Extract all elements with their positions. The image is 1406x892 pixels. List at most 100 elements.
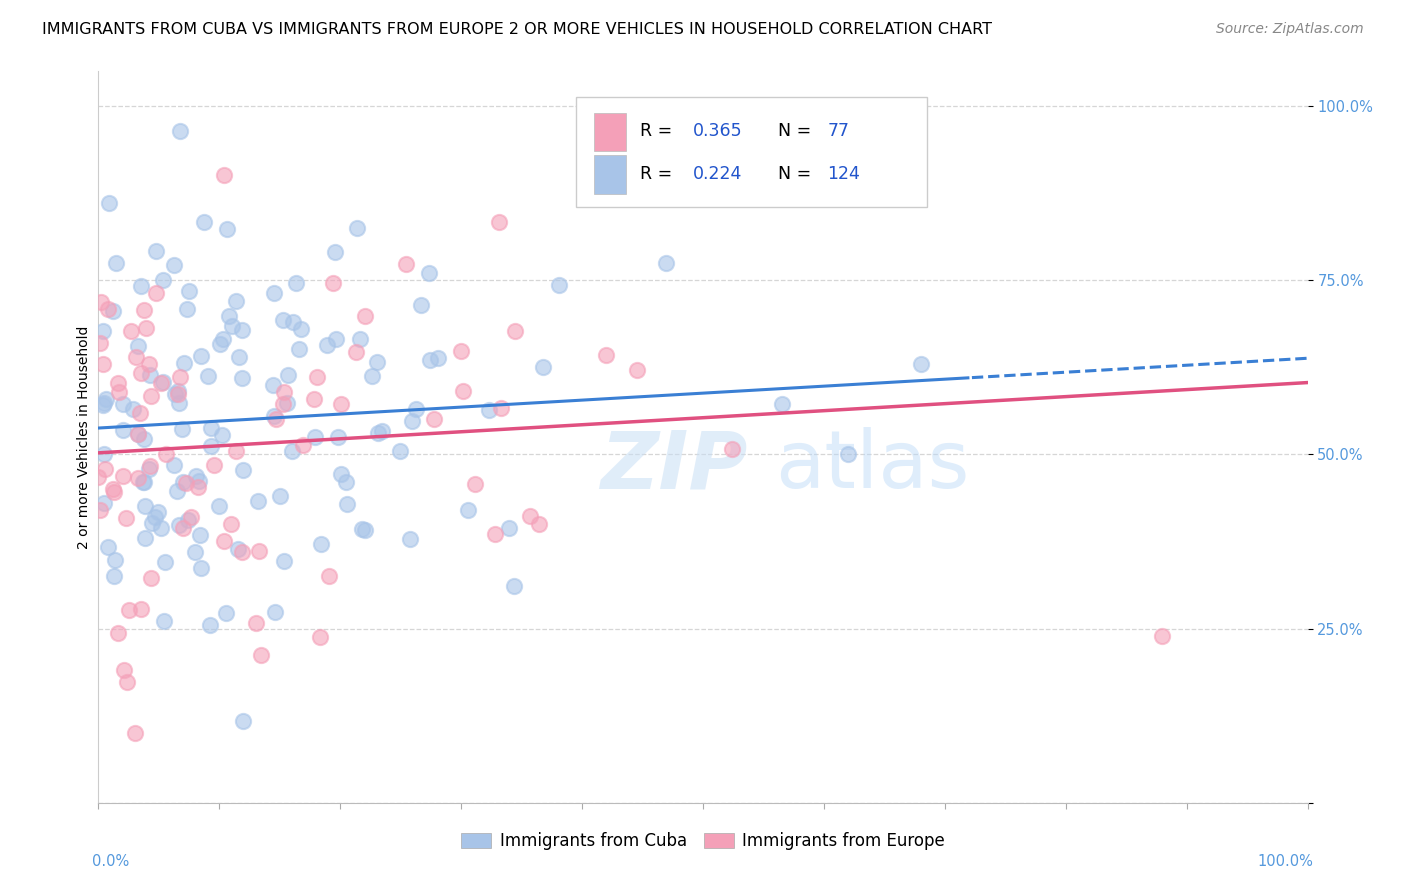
Point [108, 385, 131, 400]
Point [127, 471, 149, 485]
Point [165, 386, 187, 401]
Y-axis label: 2 or more Vehicles in Household: 2 or more Vehicles in Household [77, 326, 91, 549]
Point [721, 442, 744, 456]
Point [349, 332, 371, 346]
Point [262, 377, 284, 392]
Point [141, 516, 163, 530]
Point [104, 256, 127, 270]
Point [271, 397, 294, 411]
Point [304, 430, 326, 444]
Text: 0.365: 0.365 [693, 122, 742, 140]
Point [361, 369, 384, 384]
Point [127, 426, 149, 441]
Point [231, 371, 253, 385]
Point [131, 366, 153, 380]
Point [103, 569, 125, 583]
Point [277, 368, 299, 382]
Point [139, 388, 162, 402]
Point [170, 422, 193, 436]
Point [519, 508, 541, 523]
Point [134, 302, 156, 317]
Point [225, 294, 247, 309]
Point [94, 392, 117, 406]
Point [548, 277, 571, 292]
Point [401, 414, 423, 428]
Point [107, 625, 129, 640]
Point [103, 485, 125, 500]
Point [503, 579, 526, 593]
Point [169, 396, 191, 410]
Point [335, 475, 357, 490]
Point [288, 342, 311, 356]
Point [107, 376, 129, 391]
Point [221, 319, 243, 334]
Point [125, 350, 148, 364]
Point [212, 534, 235, 549]
Point [91, 324, 114, 338]
Text: 100.0%: 100.0% [1258, 854, 1313, 869]
Point [395, 257, 418, 271]
Point [129, 601, 152, 615]
Point [218, 309, 240, 323]
Point [276, 395, 298, 409]
Text: N =: N = [778, 165, 817, 183]
Point [97, 196, 120, 211]
Point [602, 113, 624, 128]
Point [97, 540, 120, 554]
Point [246, 493, 269, 508]
Point [190, 561, 212, 575]
Point [273, 554, 295, 568]
Point [316, 338, 339, 352]
Text: R =: R = [640, 165, 678, 183]
Point [211, 332, 233, 346]
Point [491, 401, 513, 415]
Point [655, 256, 678, 270]
Point [271, 313, 294, 327]
Point [128, 405, 150, 419]
Point [112, 397, 135, 411]
Text: 124: 124 [828, 165, 860, 183]
Point [484, 526, 506, 541]
Point [198, 618, 221, 632]
Point [153, 614, 176, 628]
Point [217, 222, 239, 236]
Point [93, 398, 115, 412]
Point [232, 462, 254, 476]
Point [264, 412, 287, 426]
FancyBboxPatch shape [595, 113, 626, 151]
Point [290, 322, 312, 336]
Point [169, 370, 191, 384]
Point [153, 556, 176, 570]
Point [263, 605, 285, 619]
Point [197, 369, 219, 384]
Point [352, 522, 374, 536]
Point [488, 215, 510, 229]
Point [138, 462, 160, 476]
Point [329, 467, 352, 481]
Point [231, 323, 253, 337]
Point [176, 302, 198, 317]
Point [115, 675, 138, 690]
Point [89, 503, 111, 517]
Point [247, 543, 270, 558]
Point [169, 124, 191, 138]
Point [457, 502, 479, 516]
Point [354, 523, 377, 537]
Point [366, 355, 388, 369]
Point [177, 284, 200, 298]
Point [134, 499, 156, 513]
Text: N =: N = [778, 122, 817, 140]
Point [122, 402, 145, 417]
Point [104, 553, 127, 567]
Point [302, 392, 325, 407]
Point [145, 244, 167, 258]
Point [173, 356, 195, 370]
Point [263, 409, 285, 423]
Point [336, 497, 359, 511]
Point [281, 443, 304, 458]
Point [193, 215, 215, 229]
Point [90, 294, 112, 309]
Point [228, 542, 250, 557]
Point [138, 357, 160, 371]
Point [399, 533, 422, 547]
